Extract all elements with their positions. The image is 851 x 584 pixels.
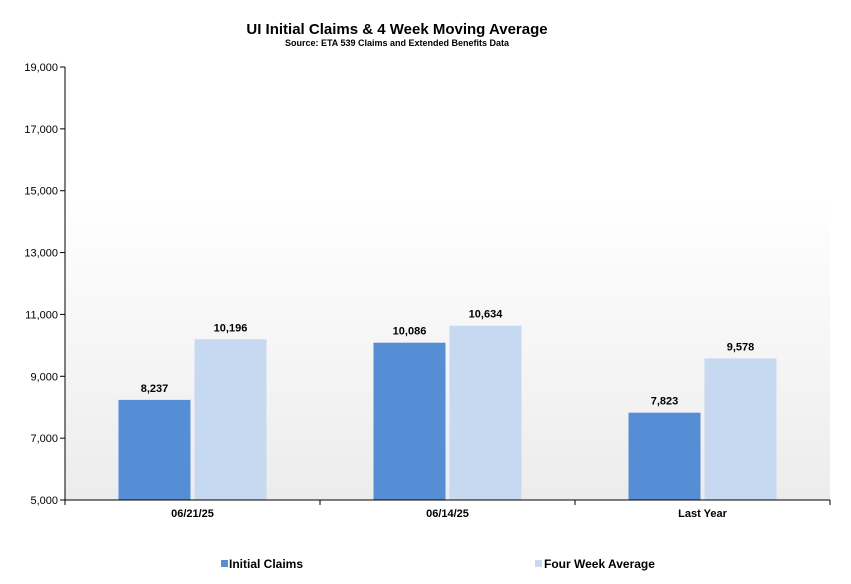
bar-four-week-average [194, 339, 267, 500]
chart-subtitle: Source: ETA 539 Claims and Extended Bene… [285, 38, 510, 48]
y-tick-label: 13,000 [24, 248, 58, 260]
legend: Initial Claims Four Week Average [221, 557, 655, 571]
data-labels-group: 8,237 10,196 10,086 10,634 7,823 9,578 [141, 309, 755, 408]
legend-label-initial-claims: Initial Claims [229, 557, 303, 571]
data-label: 10,086 [393, 326, 427, 338]
legend-label-four-week-average: Four Week Average [544, 557, 655, 571]
data-label: 9,578 [727, 341, 755, 353]
data-label: 10,196 [214, 322, 248, 334]
bar-initial-claims [628, 412, 701, 500]
data-label: 8,237 [141, 383, 169, 395]
y-tick-label: 15,000 [24, 186, 58, 198]
chart-title: UI Initial Claims & 4 Week Moving Averag… [246, 21, 547, 38]
x-axis-ticks: 06/21/25 06/14/25 Last Year [64, 500, 831, 520]
bar-initial-claims [373, 342, 446, 500]
bar-initial-claims [118, 399, 191, 500]
y-tick-label: 11,000 [25, 309, 58, 321]
y-tick-label: 5,000 [30, 495, 58, 507]
y-tick-label: 19,000 [24, 62, 58, 74]
legend-swatch-initial-claims [221, 560, 228, 567]
y-tick-label: 17,000 [24, 124, 58, 136]
bars-group [118, 325, 777, 500]
x-tick-label: Last Year [678, 508, 727, 520]
data-label: 7,823 [651, 396, 679, 408]
legend-swatch-four-week-average [535, 560, 542, 567]
y-axis-ticks: 5,000 7,000 9,000 11,000 13,000 15,000 17,000 1… [24, 62, 65, 507]
plot-area [65, 67, 830, 500]
y-tick-label: 9,000 [30, 371, 58, 383]
y-tick-label: 7,000 [30, 433, 58, 445]
bar-four-week-average [704, 358, 777, 500]
x-tick-label: 06/14/25 [426, 508, 469, 520]
data-label: 10,634 [469, 309, 504, 321]
x-tick-label: 06/21/25 [171, 508, 214, 520]
bar-four-week-average [449, 325, 522, 500]
